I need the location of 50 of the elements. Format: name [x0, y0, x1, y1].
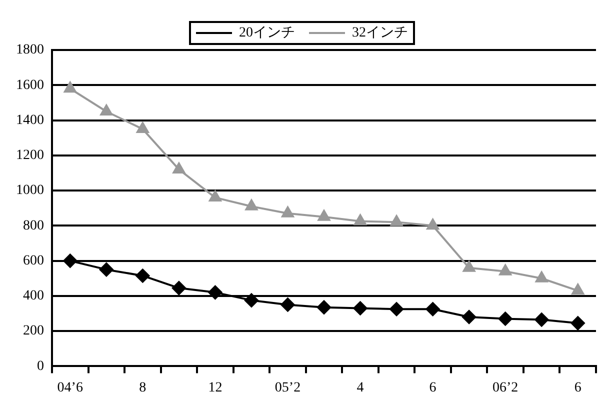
- point: [63, 254, 78, 268]
- y-tick-label: 200: [23, 324, 44, 339]
- point: [136, 268, 150, 283]
- point: [100, 104, 113, 116]
- y-tick-label: 800: [23, 218, 44, 234]
- point: [244, 293, 258, 308]
- y-tick-label: 0: [37, 358, 44, 374]
- y-tick-label: 1600: [16, 78, 44, 93]
- point: [498, 312, 512, 326]
- point: [172, 162, 186, 174]
- point: [353, 301, 368, 316]
- point: [390, 215, 403, 226]
- x-tick-label: 04’6: [57, 380, 83, 396]
- point: [534, 312, 549, 327]
- point: [572, 284, 584, 295]
- legend-label: 32インチ: [352, 26, 408, 41]
- point: [462, 260, 476, 272]
- point: [570, 316, 585, 330]
- point: [499, 264, 512, 276]
- point: [426, 218, 439, 230]
- x-tick-label: 05’2: [274, 380, 301, 396]
- x-tick-label: 4: [356, 380, 364, 396]
- point: [354, 214, 366, 226]
- point: [209, 190, 222, 202]
- point: [172, 281, 186, 296]
- point: [282, 206, 294, 218]
- y-tick-label: 1000: [16, 183, 44, 198]
- point: [64, 82, 76, 93]
- y-tick-label: 1800: [16, 42, 44, 58]
- point: [535, 271, 548, 282]
- legend-label: 20インチ: [239, 26, 295, 41]
- point: [280, 298, 295, 312]
- point: [208, 285, 222, 300]
- x-tick-label: 12: [208, 380, 222, 396]
- x-tick-label: 8: [139, 380, 146, 396]
- x-tick-label: 06’2: [492, 380, 518, 396]
- x-tick-label: 6: [574, 380, 582, 396]
- point: [136, 122, 149, 134]
- point: [390, 302, 404, 316]
- y-tick-label: 400: [23, 288, 44, 304]
- y-tick-label: 1200: [16, 148, 44, 164]
- x-tick-label: 6: [429, 380, 436, 396]
- point: [318, 210, 330, 221]
- y-tick-label: 1400: [16, 112, 44, 128]
- point: [245, 199, 258, 210]
- y-tick-label: 600: [23, 253, 44, 268]
- point: [99, 262, 114, 277]
- point: [426, 302, 440, 316]
- point: [317, 300, 331, 314]
- point: [462, 310, 476, 324]
